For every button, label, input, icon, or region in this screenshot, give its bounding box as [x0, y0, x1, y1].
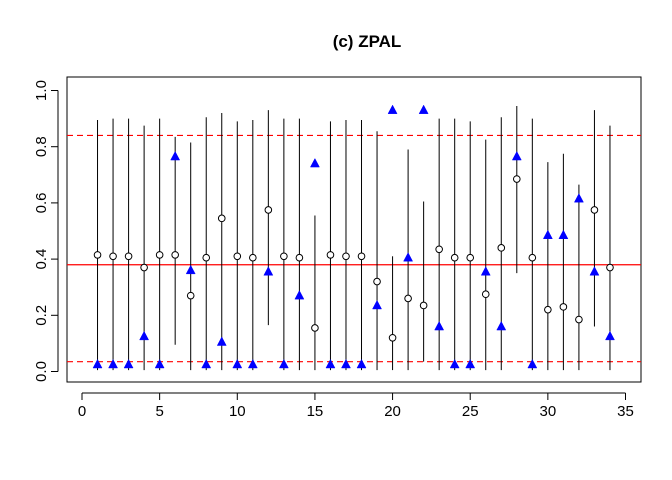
x-tick-label: 10	[229, 403, 246, 420]
y-tick-label: 0.8	[33, 136, 50, 157]
circle-marker	[466, 253, 475, 262]
triangle-marker	[123, 358, 134, 369]
interval-lines	[97, 105, 611, 371]
chart-title: (c) ZPAL	[333, 32, 402, 51]
circle-marker	[357, 252, 366, 261]
circle-marker	[155, 251, 164, 259]
x-tick-label: 15	[307, 403, 324, 420]
circle-marker	[435, 245, 443, 254]
circle-markers	[93, 175, 614, 342]
triangle-marker	[418, 104, 429, 114]
triangle-marker	[325, 358, 336, 369]
circle-marker	[450, 253, 459, 262]
y-tick-label: 0.2	[33, 305, 50, 326]
y-tick-label: 0.6	[33, 192, 50, 213]
circle-marker	[186, 291, 195, 300]
triangle-marker	[341, 358, 351, 369]
circle-marker	[559, 303, 568, 311]
circle-marker	[342, 252, 350, 261]
circle-marker	[109, 252, 117, 261]
y-tick-label: 0.4	[33, 249, 50, 270]
circle-marker	[124, 252, 133, 261]
circle-marker	[93, 251, 102, 259]
circle-marker	[264, 206, 273, 214]
x-tick-label: 30	[540, 403, 557, 420]
triangle-marker	[170, 151, 181, 161]
triangle-marker	[511, 151, 522, 161]
triangle-marker	[542, 229, 553, 239]
y-tick-label: 0.0	[33, 361, 50, 382]
circle-marker	[202, 253, 211, 262]
plot-frame	[66, 76, 642, 383]
x-tick-label: 20	[384, 403, 401, 420]
x-tick-label: 25	[462, 403, 479, 420]
triangle-marker	[278, 358, 289, 369]
x-tick-label: 35	[617, 403, 634, 420]
triangle-marker	[527, 358, 538, 369]
circle-marker	[140, 263, 148, 272]
triangle-marker	[232, 358, 243, 369]
circle-marker	[528, 253, 537, 262]
triangle-marker	[589, 266, 600, 276]
reference-lines	[67, 134, 641, 363]
triangle-marker	[558, 229, 569, 239]
triangle-marker	[387, 104, 398, 114]
circle-marker	[311, 324, 319, 332]
circle-marker	[544, 305, 552, 314]
circle-marker	[513, 175, 521, 183]
triangle-marker	[185, 264, 196, 275]
triangle-marker	[263, 266, 274, 276]
triangle-marker	[294, 290, 305, 300]
triangle-marker	[247, 358, 258, 369]
circle-marker	[497, 244, 506, 252]
triangle-marker	[92, 358, 103, 369]
circle-marker	[280, 252, 288, 261]
triangle-marker	[449, 358, 460, 369]
triangle-marker	[154, 358, 165, 369]
x-tick-label: 5	[155, 403, 163, 420]
circle-marker	[481, 290, 490, 299]
triangle-marker	[434, 321, 445, 331]
triangle-marker	[573, 193, 584, 203]
circle-marker	[326, 251, 335, 259]
circle-marker	[217, 214, 226, 223]
x-tick-label: 0	[78, 403, 86, 420]
triangle-marker	[372, 299, 382, 310]
y-axis: 0.0 0.2 0.4 0.6 0.8 1.0	[33, 80, 59, 382]
circle-marker	[171, 251, 179, 259]
triangle-marker	[403, 252, 414, 262]
circle-marker	[233, 252, 242, 261]
triangle-marker	[201, 358, 212, 369]
circle-marker	[373, 277, 381, 286]
circle-marker	[606, 263, 614, 272]
circle-marker	[388, 333, 397, 342]
y-tick-label: 1.0	[33, 80, 50, 101]
triangle-markers	[92, 104, 615, 369]
circle-marker	[249, 253, 257, 262]
circle-marker	[575, 315, 583, 324]
circle-marker	[295, 253, 304, 262]
triangle-marker	[496, 321, 507, 331]
circle-marker	[419, 301, 428, 310]
triangle-marker	[139, 330, 150, 341]
triangle-marker	[216, 336, 227, 346]
x-axis: 0 5 10 15 20 25 30 35	[78, 392, 634, 420]
triangle-marker	[310, 158, 320, 168]
triangle-marker	[108, 358, 118, 369]
circle-marker	[404, 294, 412, 303]
triangle-marker	[480, 266, 491, 276]
circle-marker	[590, 206, 599, 214]
triangle-marker	[356, 358, 367, 369]
triangle-marker	[465, 358, 476, 369]
triangle-marker	[605, 330, 615, 341]
